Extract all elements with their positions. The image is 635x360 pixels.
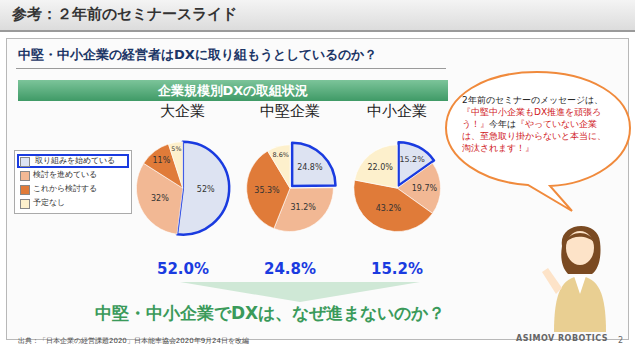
svg-text:11%: 11%	[152, 156, 170, 165]
svg-text:15.2%: 15.2%	[371, 260, 423, 278]
svg-text:24.8%: 24.8%	[297, 163, 323, 172]
svg-text:8.6%: 8.6%	[272, 151, 288, 159]
svg-text:中堅企業: 中堅企業	[260, 102, 320, 120]
html-text:中堅・中小企業の経営者はDXに取り組もうとしているのか？: 中堅・中小企業の経営者はDXに取り組もうとしているのか？	[18, 47, 377, 62]
svg-text:中小企業: 中小企業	[367, 102, 427, 120]
svg-text:5%: 5%	[171, 145, 181, 152]
svg-text:32%: 32%	[151, 194, 169, 203]
svg-text:43.2%: 43.2%	[376, 204, 402, 213]
html-text:検討を進めている: 検討を進めている	[33, 170, 97, 179]
svg-text:31.2%: 31.2%	[290, 203, 316, 212]
html-text:2: 2	[618, 336, 624, 345]
svg-text:35.3%: 35.3%	[254, 186, 280, 195]
html-text:参考：２年前のセミナースライド: 参考：２年前のセミナースライド	[12, 5, 237, 23]
svg-text:52.0%: 52.0%	[157, 260, 209, 278]
svg-text:15.2%: 15.2%	[399, 155, 425, 164]
html-text:中堅・中小企業でDXは、なぜ進まないのか？: 中堅・中小企業でDXは、なぜ進まないのか？	[94, 303, 446, 323]
html-text:『中堅中小企業もDX推進を頑張ろう！』今年は『やっていない企: 『中堅中小企業もDX推進を頑張ろう！』今年は『やっていない企業は、至急取り掛から…	[462, 107, 606, 153]
html-text:出典：「日本企業の経営課題2020」日本能率協会2020年9: 出典：「日本企業の経営課題2020」日本能率協会2020年9月24日を改編	[18, 337, 249, 345]
svg-text:52%: 52%	[197, 185, 215, 194]
html-text:取り組みを始めている: 取り組みを始めている	[35, 156, 115, 165]
html-text:2年前のセミナーのメッセージは、: 2年前のセミナーのメッセージは、	[462, 95, 603, 105]
html-text:予定なし: 予定なし	[33, 198, 65, 207]
html-text:ASIMOV ROBOTICS: ASIMOV ROBOTICS	[516, 334, 608, 343]
svg-text:大企業: 大企業	[160, 102, 205, 120]
svg-text:19.7%: 19.7%	[412, 184, 438, 193]
svg-text:24.8%: 24.8%	[264, 260, 316, 278]
html-text:これから検討する: これから検討する	[33, 184, 97, 193]
svg-text:22.0%: 22.0%	[367, 163, 393, 172]
html-text:企業規模別DXの取組状況: 企業規模別DXの取組状況	[157, 83, 309, 98]
